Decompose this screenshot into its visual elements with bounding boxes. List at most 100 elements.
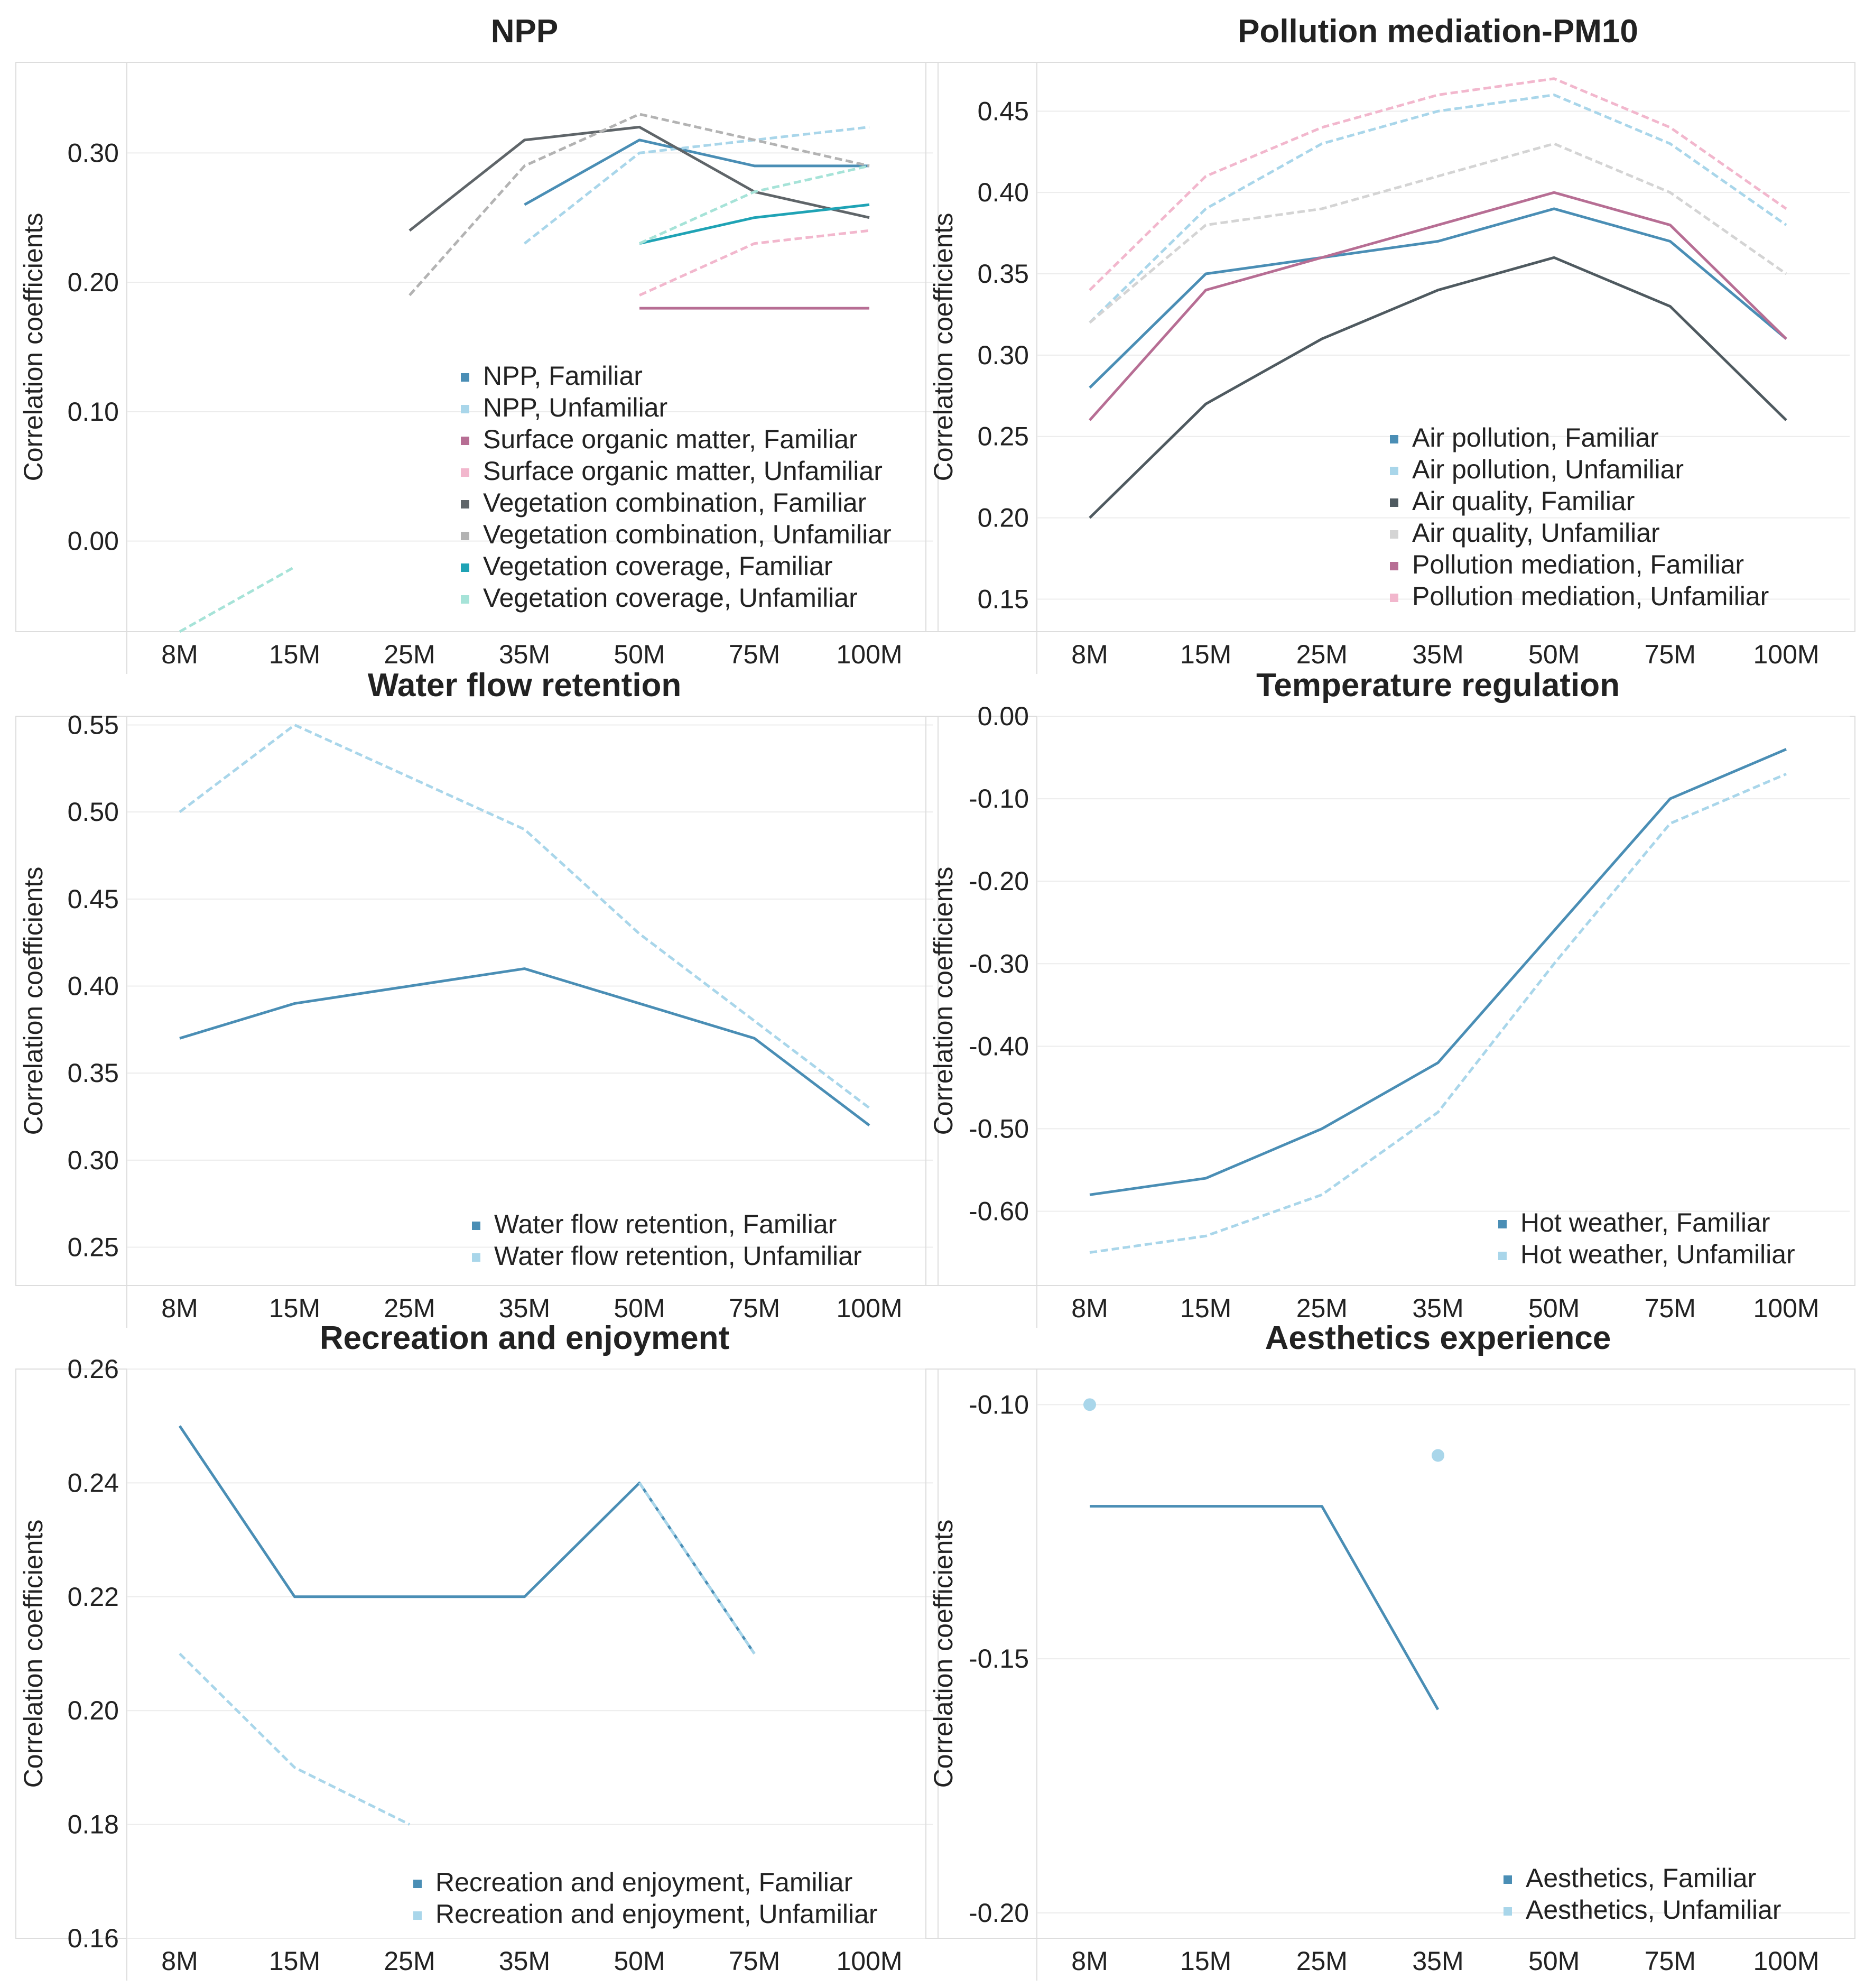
x-tick-label: 15M [269,1946,320,1976]
x-tick-label: 8M [161,640,198,669]
x-tick-label: 75M [1645,1293,1696,1323]
series-line [1089,207,1787,389]
x-tick-label: 15M [1180,1946,1231,1976]
chart-title: Aesthetics experience [1265,1320,1611,1356]
x-tick-label: 15M [1180,1293,1231,1323]
chart-panel-6: Aesthetics experience -0.10 -0.15 -0.20 8M 15… [925,1320,1855,1981]
x-tick-label: 25M [384,1293,435,1323]
chart-panel-3: Water flow retention 0.55 0.50 0.45 0.40 0.35… [15,667,939,1328]
y-axis-label: Correlation coefficients [18,1520,48,1788]
y-tick-label: 0.30 [68,1145,119,1175]
legend-swatch [1390,530,1398,539]
y-tick-label: 0.40 [978,178,1029,207]
y-axis-label: Correlation coefficients [18,867,48,1135]
chart-title: Pollution mediation-PM10 [1238,13,1638,50]
y-tick-label: 0.35 [978,259,1029,289]
legend-swatch [461,500,469,508]
y-tick-label: 0.20 [68,1696,119,1725]
y-axis-label: Correlation coefficients [18,213,48,482]
y-axis-label: Correlation coefficients [929,867,958,1135]
legend-swatch [1498,1220,1507,1228]
legend-label: Recreation and enjoyment, Unfamiliar [435,1899,878,1929]
x-tick-label: 35M [499,640,550,669]
chart-title: Temperature regulation [1256,667,1620,704]
x-tick-label: 50M [614,1293,665,1323]
y-axis-label: Correlation coefficients [929,213,958,482]
x-tick-label: 35M [1412,1946,1463,1976]
x-tick-label: 100M [836,1293,902,1323]
series-line [1090,1505,1440,1710]
y-tick-label: 0.22 [68,1582,119,1612]
y-tick-label: 0.45 [978,96,1029,126]
y-tick-label: 0.20 [68,267,119,297]
chart-title: Water flow retention [368,667,682,704]
series-line [1089,191,1787,421]
x-tick-label: 50M [614,1946,665,1976]
legend-label: Vegetation coverage, Familiar [483,551,832,581]
x-tick-label: 75M [1645,640,1696,669]
series-line [178,1425,756,1654]
y-tick-label: -0.20 [969,1898,1029,1928]
y-tick-label: 0.55 [68,710,119,739]
legend-label: Water flow retention, Unfamiliar [494,1241,862,1271]
y-tick-label: -0.10 [969,1390,1029,1419]
x-tick-label: 35M [499,1293,550,1323]
legend-label: Pollution mediation, Unfamiliar [1412,581,1769,611]
x-tick-label: 75M [729,640,780,669]
legend-swatch [413,1911,422,1920]
legend-label: Pollution mediation, Familiar [1412,550,1744,579]
legend-label: Surface organic matter, Familiar [483,424,858,454]
chart-panel-5: Recreation and enjoyment 0.26 0.24 0.22 0.20… [15,1320,939,1981]
series-line [638,164,870,245]
chart-panel-1: NPP 0.30 0.20 0.10 0.00 8M 15M 25M 35M 50M 75M 100M… [15,13,939,674]
legend-label: Vegetation combination, Familiar [483,488,866,517]
x-tick-label: 25M [384,1946,435,1976]
x-tick-label: 50M [1528,1946,1580,1976]
plot-frame [925,1369,1855,1939]
legend-label: Air pollution, Familiar [1412,423,1659,452]
y-tick-label: 0.00 [68,526,119,556]
plot-frame [15,62,939,632]
x-tick-label: 8M [1071,1946,1108,1976]
y-tick-label: 0.10 [68,397,119,427]
y-tick-label: 0.25 [68,1233,119,1262]
x-tick-label: 35M [1412,640,1463,669]
x-tick-label: 50M [1528,640,1580,669]
legend-swatch [1390,562,1398,570]
y-tick-label: 0.18 [68,1810,119,1839]
y-tick-label: 0.35 [68,1058,119,1088]
legend-swatch [472,1222,480,1230]
legend-label: Air pollution, Unfamiliar [1412,455,1684,484]
plot-frame [925,716,1855,1286]
legend-swatch [1504,1907,1512,1916]
series-line [409,113,870,297]
y-tick-label: -0.15 [969,1644,1029,1673]
series-line [1089,772,1787,1254]
legend-swatch [1498,1252,1507,1260]
series-line [1089,748,1787,1196]
y-tick-label: 0.40 [68,972,119,1001]
y-tick-label: 0.30 [68,138,119,168]
legend-swatch [1390,435,1398,443]
plot-frame [925,62,1855,632]
chart-panel-4: Temperature regulation 0.00 -0.10 -0.20 -0.3… [925,667,1855,1328]
y-tick-label: -0.30 [969,949,1029,978]
legend-swatch [413,1880,422,1888]
series-line [179,723,870,1109]
x-tick-label: 8M [1071,1293,1108,1323]
legend-swatch [461,563,469,572]
plot-frame [15,1369,939,1939]
y-tick-label: 0.15 [978,584,1029,614]
y-tick-label: 0.16 [68,1924,119,1953]
series-line [1089,77,1787,291]
series-line [1089,256,1787,519]
legend-swatch [461,405,469,413]
y-tick-label: -0.50 [969,1114,1029,1143]
x-tick-label: 50M [614,640,665,669]
legend-label: Aesthetics, Unfamiliar [1526,1895,1781,1925]
y-tick-label: 0.25 [978,422,1029,451]
legend-label: Hot weather, Unfamiliar [1520,1240,1795,1269]
series-line [523,125,870,245]
series-line [524,138,869,206]
